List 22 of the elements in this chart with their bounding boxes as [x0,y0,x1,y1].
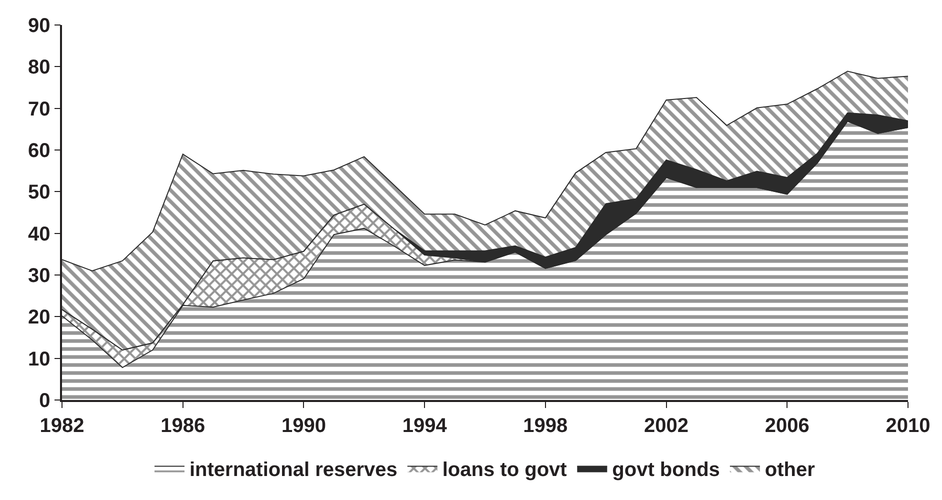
x-tick-label: 1998 [523,414,568,437]
x-tick-label: 1986 [160,414,206,437]
y-tick-label: 80 [28,56,50,79]
x-tick-label: 1994 [402,414,448,437]
legend-label: loans to govt [442,459,568,482]
x-tick-label: 1982 [40,414,84,437]
y-tick-label: 0 [39,390,50,412]
x-tick-label: 2010 [886,414,930,437]
y-tick-label: 50 [28,182,50,204]
y-tick-label: 90 [28,15,50,37]
legend-label: other [764,459,816,482]
y-tick-label: 40 [28,223,50,246]
legend-label: international reserves [190,459,398,482]
x-tick-label: 1990 [281,414,326,437]
x-tick-label: 2006 [764,414,810,437]
y-tick-label: 70 [28,98,50,120]
y-tick-label: 30 [28,265,50,287]
legend-label: govt bonds [612,459,720,482]
x-tick-label: 2002 [644,414,689,437]
y-tick-label: 20 [28,306,50,329]
y-tick-label: 10 [28,348,50,370]
y-tick-label: 60 [28,140,50,162]
